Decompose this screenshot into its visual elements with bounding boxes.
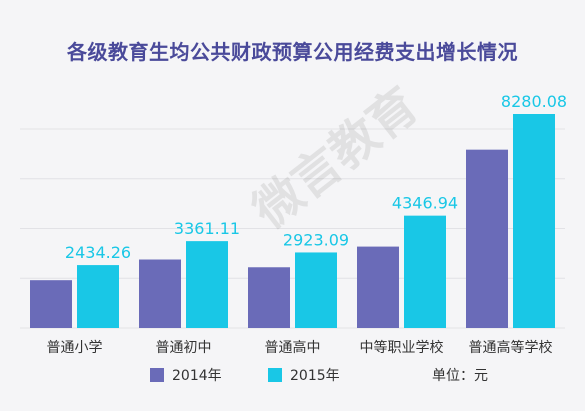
bar-2015-2 bbox=[295, 252, 337, 328]
x-tick-labels: 普通小学 普通初中 普通高中 中等职业学校 普通高等学校 bbox=[47, 339, 553, 356]
legend-label-2014: 2014年 bbox=[172, 368, 222, 384]
bar-2015-3 bbox=[404, 215, 446, 328]
x-tick-label-1: 普通初中 bbox=[156, 339, 212, 356]
bar-2014-1 bbox=[139, 259, 181, 328]
legend-swatch-2014 bbox=[150, 368, 164, 382]
bar-2015-1 bbox=[186, 241, 228, 328]
legend-item-2015: 2015年 bbox=[268, 365, 340, 385]
data-labels: 2434.26 3361.11 2923.09 4346.94 8280.08 bbox=[65, 92, 567, 262]
bars bbox=[30, 114, 555, 328]
bar-2014-3 bbox=[357, 246, 399, 328]
x-tick-label-2: 普通高中 bbox=[265, 339, 321, 356]
bar-2014-4 bbox=[466, 149, 508, 328]
data-label-1: 3361.11 bbox=[174, 219, 240, 238]
data-label-4: 8280.08 bbox=[501, 92, 567, 111]
legend-swatch-2015 bbox=[268, 368, 282, 382]
watermark: 微言教育 bbox=[242, 77, 429, 240]
watermark-text: 微言教育 bbox=[242, 77, 429, 240]
legend-item-2014: 2014年 bbox=[150, 365, 222, 385]
x-tick-label-3: 中等职业学校 bbox=[360, 339, 444, 356]
bar-2014-2 bbox=[248, 267, 290, 328]
data-label-2: 2923.09 bbox=[283, 230, 349, 249]
bar-2015-4 bbox=[513, 114, 555, 328]
data-label-0: 2434.26 bbox=[65, 243, 131, 262]
legend-label-2015: 2015年 bbox=[290, 368, 340, 384]
data-label-3: 4346.94 bbox=[392, 194, 458, 213]
unit-label: 单位：元 bbox=[432, 368, 488, 384]
chart-title: 各级教育生均公共财政预算公用经费支出增长情况 bbox=[67, 40, 518, 64]
x-tick-label-0: 普通小学 bbox=[47, 340, 103, 356]
x-tick-label-4: 普通高等学校 bbox=[469, 339, 553, 356]
bar-2015-0 bbox=[77, 265, 119, 328]
bar-2014-0 bbox=[30, 280, 72, 328]
